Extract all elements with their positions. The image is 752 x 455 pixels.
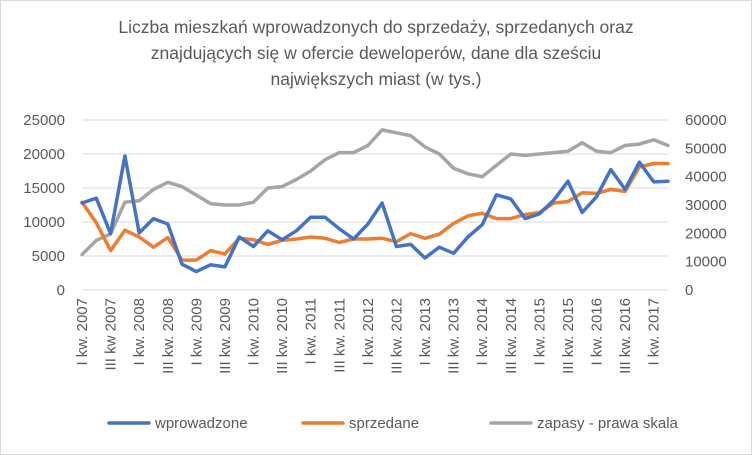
y-right-tick-label: 50000 <box>685 140 727 157</box>
x-tick-label: III kw. 2012 <box>388 298 405 374</box>
legend: wprowadzone sprzedane zapasy - prawa skala <box>107 415 679 432</box>
chart-title-line-2: znajdujących się w ofercie deweloperów, … <box>151 43 601 63</box>
x-tick-label: III kw. 2008 <box>160 298 177 374</box>
x-tick-label: I kw. 2012 <box>360 298 377 366</box>
x-tick-label: I kw. 2014 <box>474 298 491 366</box>
x-tick-label: III kw. 2015 <box>560 298 577 374</box>
x-tick-label: III kw 2007 <box>103 298 120 371</box>
x-tick-label: III kw. 2010 <box>274 298 291 374</box>
y-left-tick-label: 20000 <box>23 146 65 163</box>
y-right-tick-label: 10000 <box>685 254 727 271</box>
y-right-tick-label: 0 <box>685 282 693 299</box>
x-tick-label: I kw. 2007 <box>74 298 91 366</box>
series-line-0 <box>80 154 670 274</box>
x-tick-label: I kw. 2017 <box>646 298 663 366</box>
x-tick-label: I kw. 2016 <box>589 298 606 366</box>
x-tick-label: III kw. 2016 <box>617 298 634 374</box>
y-right-tick-label: 40000 <box>685 169 727 186</box>
y-left-tick-label: 10000 <box>23 214 65 231</box>
series-line-2 <box>80 128 670 257</box>
x-tick-label: III kw. 2009 <box>217 298 234 374</box>
x-tick-label: III kw. 2014 <box>503 298 520 374</box>
y-right-tick-label: 20000 <box>685 225 727 242</box>
x-tick-label: III kw. 2013 <box>446 298 463 374</box>
y-right-tick-label: 60000 <box>685 112 727 129</box>
y-axis-left: 0 5000 10000 15000 20000 25000 <box>23 112 65 299</box>
x-tick-label: I kw. 2011 <box>303 298 320 364</box>
x-tick-label: I kw. 2010 <box>246 298 263 366</box>
x-tick-label: I kw. 2015 <box>531 298 548 366</box>
x-tick-label: I kw. 2009 <box>188 298 205 366</box>
chart-title: Liczba mieszkań wprowadzonych do sprzeda… <box>118 17 633 89</box>
x-tick-label: I kw. 2008 <box>131 298 148 366</box>
x-axis: I kw. 2007 III kw 2007 I kw. 2008 III kw. 2… <box>74 298 663 374</box>
legend-label: wprowadzone <box>154 415 248 432</box>
legend-label: zapasy - prawa skala <box>537 415 679 432</box>
y-left-tick-label: 5000 <box>32 248 65 265</box>
y-right-tick-label: 30000 <box>685 197 727 214</box>
y-left-tick-label: 25000 <box>23 112 65 129</box>
series-lines <box>80 128 670 274</box>
x-tick-label: III kw. 2011 <box>331 298 348 373</box>
chart-title-line-1: Liczba mieszkań wprowadzonych do sprzeda… <box>118 17 633 37</box>
y-left-tick-label: 0 <box>57 282 65 299</box>
y-left-tick-label: 15000 <box>23 180 65 197</box>
chart-title-line-3: największych miast (w tys.) <box>270 69 481 89</box>
x-tick-label: I kw. 2013 <box>417 298 434 366</box>
legend-label: sprzedane <box>349 415 419 432</box>
y-axis-right: 0 10000 20000 30000 40000 50000 60000 <box>685 112 727 299</box>
